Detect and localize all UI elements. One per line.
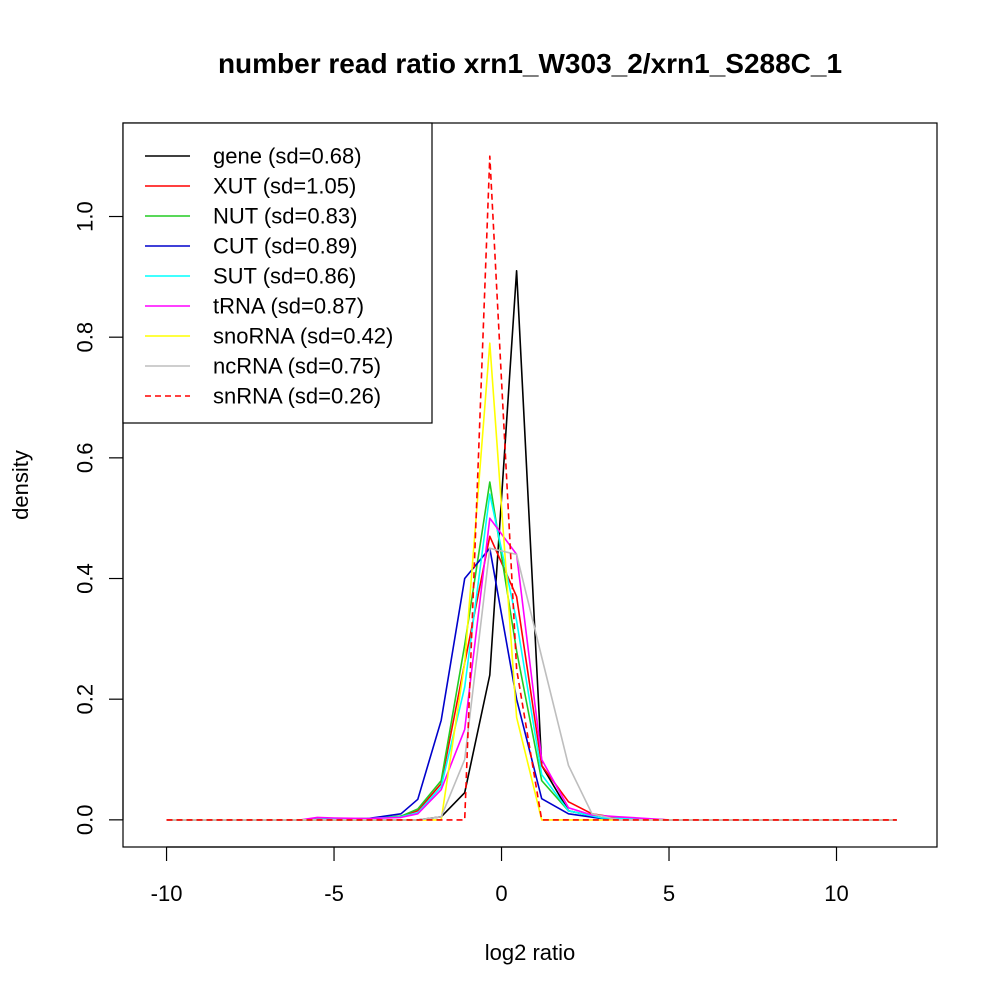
legend-label-nut: NUT (sd=0.83) bbox=[213, 204, 357, 229]
legend-label-ncrna: ncRNA (sd=0.75) bbox=[213, 354, 381, 379]
x-axis: -10 -5 0 5 10 bbox=[151, 846, 849, 906]
x-tick-label: -10 bbox=[151, 881, 183, 906]
legend-label-gene: gene (sd=0.68) bbox=[213, 144, 362, 169]
x-tick-label: -5 bbox=[324, 881, 344, 906]
series-line-ncrna bbox=[166, 547, 897, 821]
x-tick-label: 0 bbox=[495, 881, 507, 906]
legend-label-cut: CUT (sd=0.89) bbox=[213, 234, 357, 259]
legend-label-snrna: snRNA (sd=0.26) bbox=[213, 384, 381, 409]
y-axis: 0.0 0.2 0.4 0.6 0.8 1.0 bbox=[73, 201, 124, 835]
chart-title: number read ratio xrn1_W303_2/xrn1_S288C… bbox=[218, 48, 842, 79]
legend-label-sut: SUT (sd=0.86) bbox=[213, 264, 356, 289]
legend-label-snorna: snoRNA (sd=0.42) bbox=[213, 324, 393, 349]
series-line-sut bbox=[166, 493, 897, 821]
y-axis-label: density bbox=[8, 450, 33, 520]
x-tick-label: 5 bbox=[663, 881, 675, 906]
y-tick-label: 1.0 bbox=[73, 201, 98, 232]
legend-label-xut: XUT (sd=1.05) bbox=[213, 174, 356, 199]
legend-label-trna: tRNA (sd=0.87) bbox=[213, 294, 364, 319]
y-tick-label: 0.0 bbox=[73, 805, 98, 836]
x-tick-label: 10 bbox=[824, 881, 848, 906]
y-tick-label: 0.8 bbox=[73, 322, 98, 353]
y-tick-label: 0.2 bbox=[73, 684, 98, 715]
x-axis-label: log2 ratio bbox=[485, 940, 576, 965]
series-lines bbox=[166, 155, 897, 821]
y-tick-label: 0.6 bbox=[73, 443, 98, 474]
legend-box bbox=[122, 122, 433, 424]
y-tick-label: 0.4 bbox=[73, 563, 98, 594]
legend: gene (sd=0.68) XUT (sd=1.05) NUT (sd=0.83)… bbox=[122, 122, 433, 424]
series-line-nut bbox=[166, 481, 897, 821]
